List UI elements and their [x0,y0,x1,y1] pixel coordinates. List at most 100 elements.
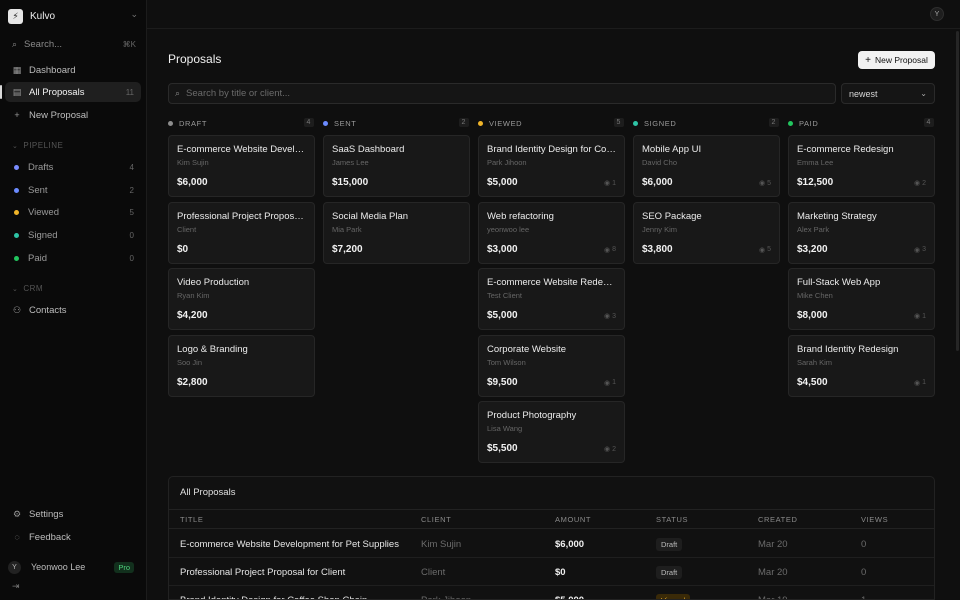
proposal-card[interactable]: Brand Identity Redesign Sarah Kim $4,500 ◉ 1 [788,334,935,397]
status-dot [478,120,483,126]
card-title: Brand Identity Design for Coffee Shop Ch… [487,144,616,155]
card-title: E-commerce Website Redesign [487,277,616,288]
column-header-amount[interactable]: AMOUNT [555,515,592,524]
card-amount: $2,800 [177,376,208,388]
card-client: Emma Lee [797,158,834,167]
proposal-card[interactable]: E-commerce Website Redesign Test Client $5… [478,268,625,330]
column-header-views[interactable]: VIEWS [861,515,889,524]
sort-select[interactable]: newest ⌄ [841,83,935,104]
kulvo-logo: ⚡ [8,9,23,24]
sidebar-item-all-proposals[interactable]: ▤ All Proposals 11 [5,82,141,102]
users-icon: ⚇ [12,304,22,315]
avatar[interactable]: Y [930,7,944,21]
card-amount: $4,500 [797,376,828,388]
user-profile[interactable]: Y Yeonwoo Lee Pro [8,558,138,576]
sidebar-item-viewed[interactable]: Viewed 5 [5,203,141,221]
card-client: Client [177,224,197,234]
table-row[interactable]: Professional Project Proposal for Client… [169,558,934,586]
row-title: E-commerce Website Development for Pet S… [180,539,399,550]
status-badge: Draft [656,566,683,579]
row-views: 0 [861,539,867,550]
eye-icon: ◉ [913,313,921,320]
proposal-card[interactable]: E-commerce Redesign Emma Lee $12,500 ◉ 2 [788,135,935,197]
card-views: ◉ 3 [914,246,926,254]
card-amount: $3,200 [797,243,828,255]
eye-icon: ◉ [758,246,766,254]
card-title: Marketing Strategy [797,210,877,222]
column-count: 4 [923,118,934,127]
pipeline-section-toggle[interactable]: ⌄ PIPELINE [12,141,63,150]
sidebar-item-feedback[interactable]: ◌ Feedback [5,527,141,547]
card-client: yeonwoo lee [487,224,530,234]
sidebar-search[interactable]: ⌕ Search... ⌘K [12,37,138,51]
proposal-card[interactable]: Product Photography Lisa Wang $5,500 ◉ 2 [478,401,625,463]
proposal-card[interactable]: SaaS Dashboard James Lee $15,000 [323,135,470,197]
card-views: ◉ 5 [758,179,771,188]
table-row[interactable]: Brand Identity Design for Coffee Shop Ch… [169,586,934,599]
workspace-switcher[interactable]: ⚡ Kulvo ⌄ [8,8,140,25]
row-views: 1 [861,595,866,599]
view-count: 2 [612,445,616,453]
crm-section-toggle[interactable]: ⌄ CRM [12,284,43,293]
sidebar-item-label: New Proposal [29,109,89,121]
proposal-card[interactable]: Corporate Website Tom Wilson $9,500 ◉ 1 [478,334,625,397]
sidebar-item-sent[interactable]: Sent 2 [5,181,141,199]
card-views: ◉ 5 [759,246,771,254]
chevron-down-icon: ⌄ [12,142,19,150]
card-title: Logo & Branding [177,343,248,355]
sidebar-item-drafts[interactable]: Drafts 4 [5,158,141,176]
proposal-card[interactable]: Professional Project Proposal for Client… [168,201,315,264]
proposal-card[interactable]: Social Media Plan Mia Park $7,200 [323,201,470,264]
sidebar-item-label: Settings [29,508,64,520]
scrollbar-thumb[interactable] [956,31,959,351]
sidebar-item-count: 2 [129,185,134,195]
sidebar-item-label: Drafts [28,161,54,173]
plan-badge: Pro [114,561,134,573]
new-proposal-button[interactable]: + New Proposal [858,51,935,69]
sidebar-item-label: Viewed [28,206,59,218]
card-client: Park Jihoon [487,158,527,167]
column-header-client[interactable]: CLIENT [421,515,452,524]
sidebar-item-settings[interactable]: ⚙ Settings [5,504,141,524]
proposal-card[interactable]: Video Production Ryan Kim $4,200 [168,268,315,330]
column-header-created[interactable]: CREATED [758,515,798,524]
proposal-card[interactable]: Full-Stack Web App Mike Chen $8,000 ◉ 1 [788,268,935,330]
eye-icon: ◉ [913,379,921,387]
eye-icon: ◉ [758,180,766,187]
proposal-card[interactable]: Web refactoring yeonwoo lee $3,000 ◉ 8 [478,201,625,264]
column-header: PAID 4 [788,116,935,130]
sidebar-item-contacts[interactable]: ⚇ Contacts [5,300,141,320]
proposal-card[interactable]: Mobile App UI David Cho $6,000 ◉ 5 [633,135,780,197]
proposal-search-input[interactable]: ⌕ Search by title or client... [168,83,836,104]
row-amount: $5,000 [555,595,584,599]
card-amount: $6,000 [642,177,673,188]
proposal-card[interactable]: Brand Identity Design for Coffee Shop Ch… [478,135,625,197]
page-title: Proposals [168,52,222,66]
column-label: PAID [799,118,819,128]
proposal-card[interactable]: E-commerce Website Development for Pet S… [168,135,315,197]
sidebar-item-count: 0 [129,230,134,240]
proposal-card[interactable]: Logo & Branding Soo Jin $2,800 [168,334,315,397]
search-placeholder: Search by title or client... [186,88,291,99]
row-client: Client [421,567,446,578]
user-name: Yeonwoo Lee [31,562,86,572]
sidebar-item-new-proposal[interactable]: + New Proposal [5,105,141,125]
proposal-card[interactable]: SEO Package Jenny Kim $3,800 ◉ 5 [633,201,780,264]
card-views: ◉ 1 [604,179,616,188]
logout-icon[interactable]: ⇥ [12,581,20,591]
sidebar-item-dashboard[interactable]: ▦ Dashboard [5,60,141,80]
kanban-column-sent: SENT 2 SaaS Dashboard James Lee $15,000 Socia… [323,116,470,264]
card-client: Lisa Wang [487,424,523,433]
sidebar-item-signed[interactable]: Signed 0 [5,226,141,244]
status-badge: Viewed [656,594,691,599]
status-dot [788,120,793,126]
column-header-title[interactable]: TITLE [180,515,204,524]
table-row[interactable]: E-commerce Website Development for Pet S… [169,530,934,558]
sidebar-item-paid[interactable]: Paid 0 [5,249,141,267]
column-header-status[interactable]: STATUS [656,515,689,524]
section-label: CRM [23,284,44,293]
proposal-card[interactable]: Marketing Strategy Alex Park $3,200 ◉ 3 [788,201,935,264]
kanban-column-paid: PAID 4 E-commerce Redesign Emma Lee $12,500 ◉… [788,116,935,397]
card-title: E-commerce Redesign [797,144,894,155]
card-title: Social Media Plan [332,210,409,222]
